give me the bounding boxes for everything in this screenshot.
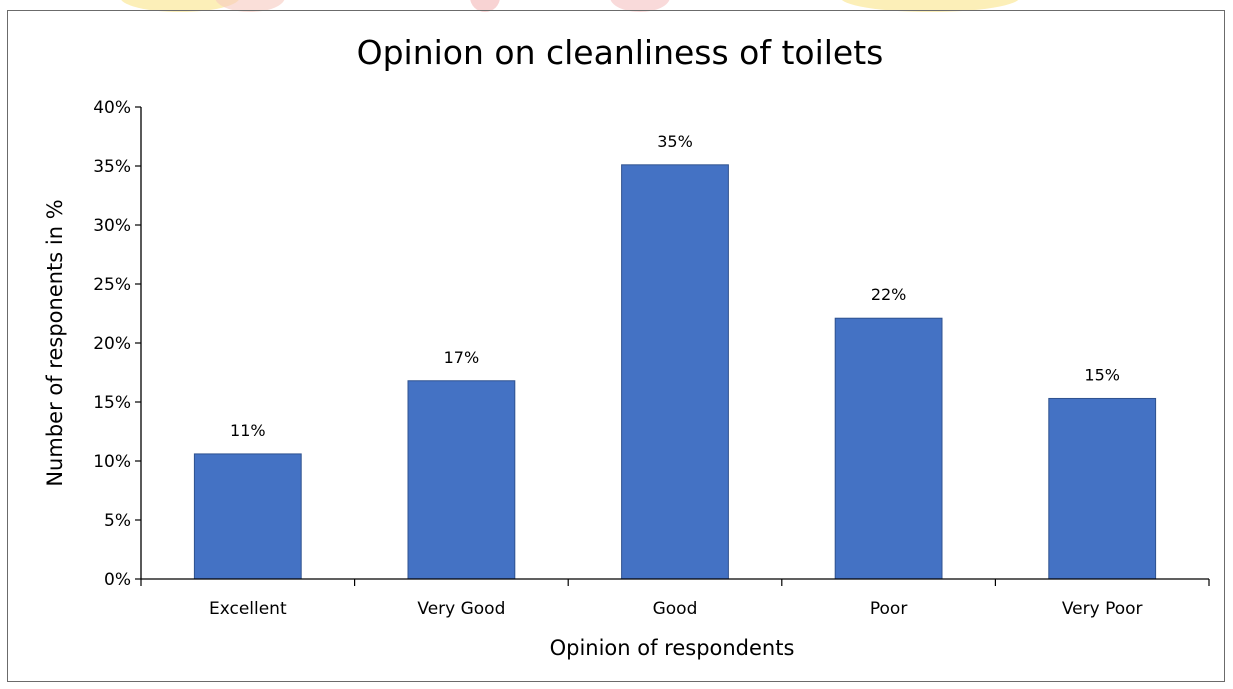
y-tick-label: 35% — [93, 157, 131, 177]
y-tick-label: 25% — [93, 275, 131, 295]
y-tick-label: 30% — [93, 216, 131, 236]
y-tick-label: 5% — [104, 511, 131, 531]
x-tick-label: Poor — [870, 599, 907, 619]
x-tick-label: Very Good — [417, 599, 505, 619]
y-tick-label: 15% — [93, 393, 131, 413]
x-tick-label: Very Poor — [1062, 599, 1143, 619]
y-axis-label: Number of responents in % — [43, 199, 67, 486]
bar-good — [621, 164, 729, 580]
data-labels-group: 11% 17% 35% 22% 15% — [230, 132, 1120, 440]
x-tick-label: Excellent — [209, 599, 287, 619]
watermark-shape — [120, 0, 240, 12]
data-label: 15% — [1084, 365, 1120, 384]
chart-frame — [7, 10, 1225, 682]
data-label: 17% — [444, 348, 480, 367]
data-label: 35% — [657, 132, 693, 151]
data-label: 11% — [230, 421, 266, 440]
x-axis-label: Opinion of respondents — [550, 636, 795, 660]
bar-excellent — [193, 453, 302, 580]
y-axis-ticks: 0% 5% 10% 15% 20% 25% 30% 35% 40% — [93, 98, 141, 590]
watermark-shape — [840, 0, 1020, 12]
y-tick-label: 20% — [93, 334, 131, 354]
watermark-shape — [610, 0, 670, 12]
bars-group — [193, 164, 1157, 580]
x-axis-ticks: Excellent Very Good Good Poor Very Poor — [140, 579, 1210, 619]
y-tick-label: 0% — [104, 570, 131, 590]
y-tick-label: 40% — [93, 98, 131, 118]
watermark-shape — [215, 0, 285, 12]
watermark-shape — [470, 0, 500, 12]
y-tick-label: 10% — [93, 452, 131, 472]
bar-very-poor — [1048, 397, 1157, 580]
x-tick-label: Good — [653, 599, 698, 619]
bar-very-good — [407, 380, 516, 580]
data-label: 22% — [871, 285, 907, 304]
chart-title: Opinion on cleanliness of toilets — [357, 33, 884, 72]
bar-poor — [834, 317, 943, 580]
